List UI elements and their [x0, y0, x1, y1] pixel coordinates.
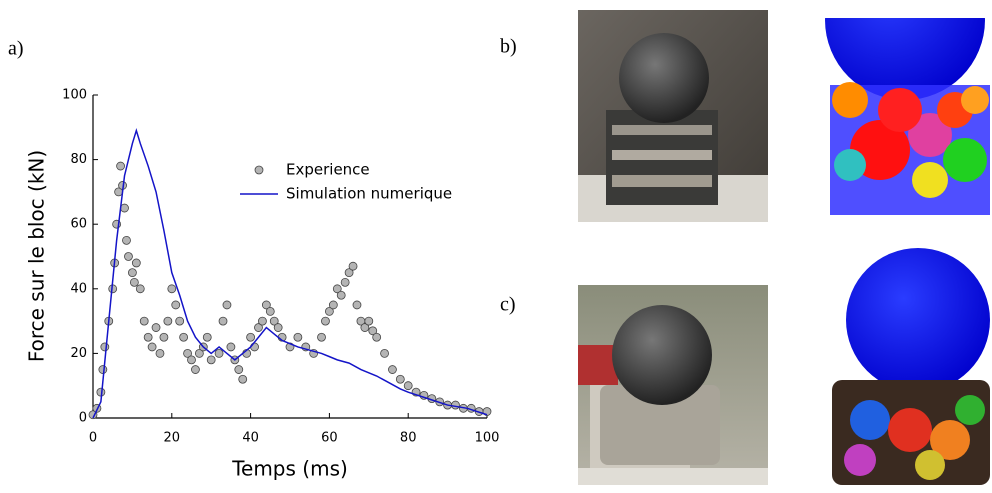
data-point — [218, 316, 228, 326]
simulation-b — [820, 0, 992, 215]
data-point — [348, 261, 358, 271]
data-point — [191, 365, 200, 374]
x-tick-label: 60 — [321, 431, 338, 446]
data-point — [261, 300, 271, 310]
data-point — [269, 316, 279, 326]
simulation-c — [832, 248, 990, 485]
y-tick-label: 80 — [70, 152, 87, 167]
data-point — [293, 332, 303, 342]
data-point — [332, 284, 342, 294]
panel-label: b) — [500, 36, 517, 58]
data-point — [171, 300, 181, 310]
y-axis-title: Force sur le bloc (kN) — [25, 150, 49, 362]
x-tick-label: 80 — [400, 431, 417, 446]
data-point — [238, 374, 248, 384]
y-tick-label: 0 — [79, 411, 87, 426]
panel-label: c) — [500, 294, 516, 316]
data-point — [206, 355, 216, 365]
x-tick-label: 0 — [89, 431, 97, 446]
data-point — [380, 348, 389, 358]
x-tick-label: 100 — [475, 431, 500, 446]
data-point — [395, 374, 405, 384]
data-point — [340, 277, 350, 287]
data-point — [131, 258, 141, 268]
legend-label: Experience — [286, 161, 370, 179]
data-point — [364, 316, 374, 326]
legend-marker — [254, 165, 264, 175]
data-point — [124, 252, 133, 261]
photo-c — [578, 285, 768, 485]
data-point — [129, 277, 139, 287]
data-point — [147, 342, 157, 352]
data-point — [187, 355, 196, 365]
data-point — [167, 284, 177, 294]
data-point — [265, 307, 275, 316]
data-point — [246, 332, 256, 342]
y-tick-label: 60 — [70, 217, 87, 232]
data-point — [403, 381, 413, 391]
data-point — [139, 316, 149, 326]
data-point — [151, 323, 161, 332]
data-point — [98, 365, 108, 374]
x-axis-title: Temps (ms) — [231, 457, 348, 481]
x-tick-label: 40 — [242, 431, 259, 446]
y-tick-label: 20 — [70, 346, 87, 361]
y-tick-label: 40 — [70, 281, 87, 296]
data-point — [100, 342, 110, 352]
y-tick-label: 100 — [62, 88, 87, 103]
data-point — [344, 268, 354, 278]
data-point — [175, 316, 185, 326]
data-point — [116, 161, 125, 171]
data-point — [179, 332, 189, 342]
panel-label: a) — [8, 38, 24, 60]
data-point — [122, 235, 131, 245]
data-point — [451, 400, 460, 410]
data-line — [92, 127, 488, 419]
data-point — [183, 348, 192, 358]
data-point — [222, 300, 232, 310]
data-point — [163, 316, 173, 326]
data-point — [234, 365, 244, 374]
data-point — [321, 316, 330, 326]
data-point — [368, 326, 378, 336]
data-point — [159, 332, 169, 342]
data-point — [372, 332, 382, 342]
data-point — [360, 323, 370, 332]
data-point — [254, 323, 263, 332]
data-point — [273, 323, 283, 332]
data-point — [120, 203, 129, 213]
data-point — [258, 316, 267, 326]
photo-b — [578, 10, 768, 222]
data-point — [155, 348, 165, 358]
data-point — [194, 348, 204, 358]
x-tick-label: 20 — [164, 431, 181, 446]
data-point — [352, 300, 362, 310]
data-point — [317, 332, 326, 342]
data-point — [214, 348, 224, 358]
data-point — [127, 268, 137, 278]
data-point — [388, 365, 397, 374]
data-point — [202, 332, 212, 342]
data-point — [324, 307, 334, 316]
data-point — [336, 290, 346, 300]
data-point — [135, 284, 145, 294]
data-point — [226, 342, 236, 352]
data-point — [143, 332, 153, 342]
legend-label: Simulation numerique — [286, 185, 452, 203]
data-point — [328, 300, 338, 310]
data-point — [250, 342, 259, 352]
